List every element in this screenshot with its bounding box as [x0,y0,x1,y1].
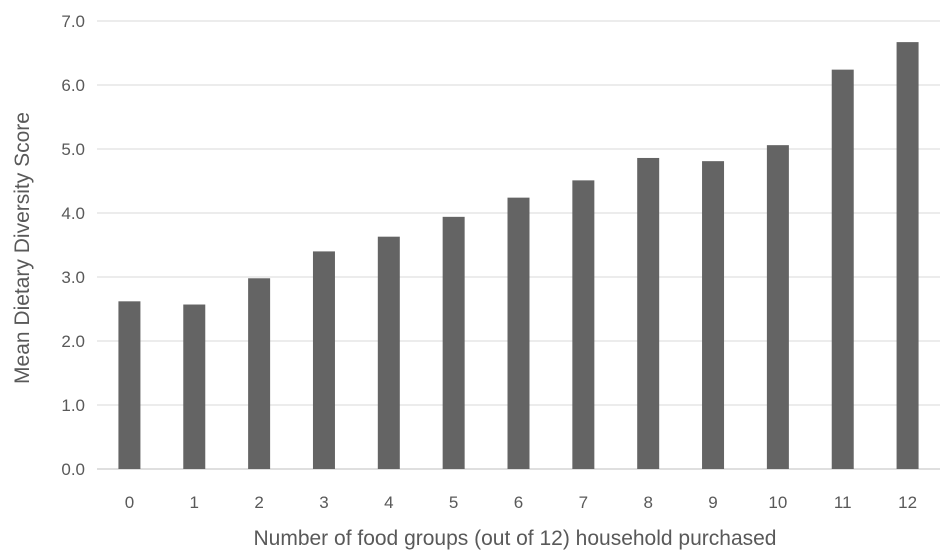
x-tick-label: 9 [708,493,717,512]
x-tick-label: 11 [834,493,852,512]
y-tick-label: 6.0 [61,76,85,95]
bar-8 [637,157,660,469]
x-tick-label: 0 [125,493,134,512]
x-tick-label: 3 [319,493,328,512]
x-tick-label: 8 [643,493,652,512]
y-tick-label: 5.0 [61,140,85,159]
x-tick-label: 10 [768,493,787,512]
y-tick-label: 4.0 [61,204,85,223]
x-axis-title: Number of food groups (out of 12) househ… [253,527,776,550]
x-tick-label: 12 [898,493,917,512]
bar-12 [896,42,919,470]
bar-7 [572,180,595,470]
x-tick-label: 5 [449,493,458,512]
y-tick-label: 0.0 [61,460,85,479]
y-tick-label: 1.0 [61,396,85,415]
bar-0 [118,301,141,469]
x-tick-label: 1 [190,493,199,512]
y-tick-label: 2.0 [61,332,85,351]
bar-4 [377,236,400,469]
bar-11 [831,69,854,469]
y-tick-label: 3.0 [61,268,85,287]
bars [118,42,919,470]
y-axis-ticks: 0.0 1.0 2.0 3.0 4.0 5.0 6.0 7.0 [61,12,85,479]
x-tick-label: 2 [254,493,263,512]
bar-5 [442,216,465,469]
bar-9 [702,161,725,469]
x-tick-label: 7 [579,493,588,512]
bar-10 [766,145,789,469]
bar-3 [312,251,335,469]
bar-2 [248,278,271,469]
y-axis-title: Mean Dietary Diversity Score [11,112,34,384]
x-tick-label: 4 [384,493,393,512]
x-axis-ticks: 0 1 2 3 4 5 6 7 8 9 10 11 12 [125,493,917,512]
x-tick-label: 6 [514,493,523,512]
bar-6 [507,197,530,469]
y-tick-label: 7.0 [61,12,85,31]
bar-1 [183,304,206,469]
